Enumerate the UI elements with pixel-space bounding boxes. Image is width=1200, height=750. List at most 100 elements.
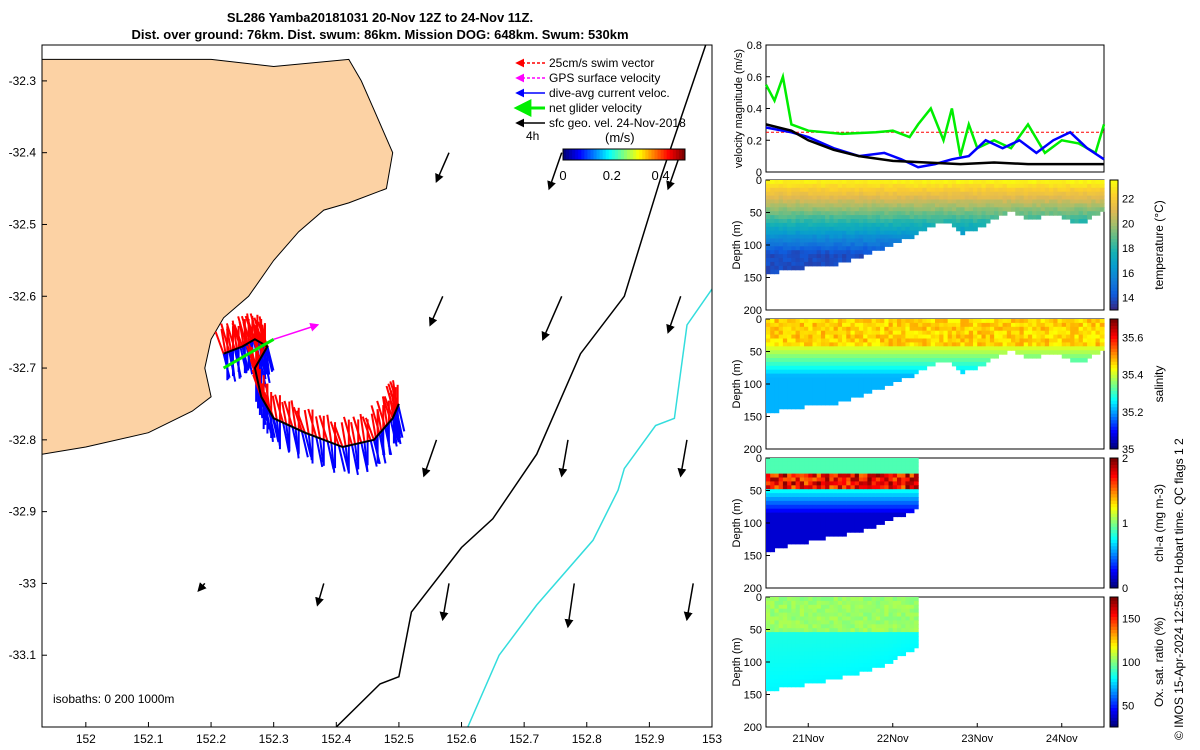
section-data-cell: [854, 334, 860, 340]
section-data-cell: [808, 191, 814, 197]
section-data-cell: [795, 242, 801, 247]
section-data-cell: [858, 183, 864, 189]
section-data-cell: [968, 365, 974, 371]
section-data-cell: [888, 180, 894, 185]
section-data-cell: [863, 361, 868, 367]
section-colorbar-cell: [1110, 209, 1118, 213]
section-y-axis-label: Depth (m): [731, 221, 743, 270]
section-colorbar-cell: [1110, 228, 1118, 233]
section-data-cell: [799, 354, 805, 359]
section-colorbar-cell: [1110, 206, 1118, 210]
section-data-cell: [922, 334, 928, 340]
section-data-cell: [871, 524, 877, 529]
section-data-cell: [791, 230, 797, 236]
section-data-cell: [880, 330, 885, 336]
section-data-cell: [778, 226, 784, 232]
section-data-cell: [994, 207, 999, 212]
section-data-cell: [1044, 342, 1050, 347]
section-data-cell: [808, 187, 814, 193]
section-colorbar-cell: [1110, 536, 1118, 540]
section-data-cell: [825, 203, 830, 208]
section-data-cell: [833, 624, 839, 629]
section-data-cell: [850, 319, 856, 324]
section-data-cell: [930, 361, 936, 367]
section-data-cell: [770, 500, 776, 506]
section-data-cell: [837, 497, 843, 502]
section-data-cell: [795, 261, 801, 267]
section-data-cell: [871, 458, 877, 463]
section-data-cell: [985, 350, 991, 355]
section-data-cell: [956, 211, 961, 216]
section-data-cell: [875, 338, 881, 343]
section-data-cell: [816, 500, 822, 506]
section-data-cell: [888, 489, 894, 494]
section-data-cell: [956, 350, 961, 355]
section-data-cell: [867, 524, 873, 529]
section-data-cell: [829, 497, 835, 502]
swim-vector: [370, 413, 377, 438]
section-data-cell: [812, 199, 818, 204]
section-data-cell: [863, 477, 868, 482]
section-colorbar-cell: [1110, 367, 1118, 372]
section-data-cell: [867, 632, 873, 637]
section-data-cell: [1074, 354, 1080, 359]
section-data-cell: [867, 350, 873, 355]
section-data-cell: [829, 183, 835, 189]
section-colorbar-cell: [1110, 558, 1118, 563]
section-colorbar-cell: [1110, 542, 1118, 547]
section-data-cell: [804, 608, 809, 614]
section-colorbar-cell: [1110, 503, 1118, 508]
section-data-cell: [858, 604, 864, 610]
section-data-cell: [787, 373, 792, 379]
section-data-cell: [981, 180, 987, 185]
section-data-cell: [1015, 342, 1021, 347]
section-data-cell: [766, 651, 771, 657]
section-data-cell: [829, 261, 835, 267]
section-data-cell: [770, 528, 776, 533]
section-data-cell: [816, 258, 822, 263]
section-data-cell: [985, 326, 991, 332]
section-data-cell: [820, 385, 826, 390]
section-data-cell: [812, 597, 818, 602]
section-data-cell: [833, 234, 839, 240]
section-data-cell: [782, 651, 788, 657]
section-data-cell: [795, 636, 801, 641]
section-data-cell: [1032, 215, 1037, 220]
section-data-cell: [1095, 338, 1101, 343]
section-data-cell: [863, 330, 868, 336]
section-data-cell: [863, 326, 868, 332]
section-data-cell: [829, 385, 835, 390]
section-data-cell: [858, 219, 864, 224]
section-data-cell: [875, 500, 881, 506]
section-data-cell: [791, 342, 797, 347]
section-colorbar-cell: [1110, 183, 1118, 187]
section-data-cell: [968, 338, 974, 343]
section-data-cell: [985, 203, 991, 208]
section-data-cell: [795, 258, 801, 263]
section-data-cell: [774, 624, 780, 629]
section-data-cell: [842, 219, 847, 224]
section-data-cell: [782, 211, 788, 216]
section-data-cell: [956, 183, 961, 189]
section-data-cell: [846, 508, 852, 514]
section-colorbar-cell: [1110, 277, 1118, 282]
section-data-cell: [888, 319, 894, 324]
section-data-cell: [875, 342, 881, 347]
section-data-cell: [871, 226, 877, 232]
section-data-cell: [892, 338, 898, 343]
section-data-cell: [1074, 195, 1080, 201]
section-data-cell: [766, 246, 771, 251]
section-data-cell: [880, 469, 885, 475]
section-data-cell: [833, 620, 839, 625]
section-data-cell: [884, 465, 890, 471]
section-data-cell: [896, 608, 902, 614]
section-data-cell: [778, 643, 784, 649]
section-data-cell: [858, 473, 864, 479]
section-panel: [765, 318, 1119, 450]
section-data-cell: [973, 354, 978, 359]
section-data-cell: [770, 604, 776, 610]
section-data-cell: [808, 400, 814, 406]
section-data-cell: [968, 187, 974, 193]
legend-entry-label: dive-avg current veloc.: [549, 86, 670, 100]
section-data-cell: [943, 219, 949, 224]
